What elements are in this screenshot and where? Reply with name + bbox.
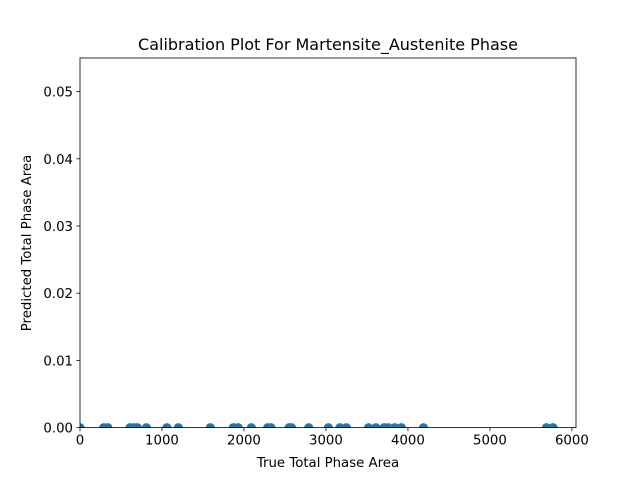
- y-tick-label: 0.03: [43, 220, 73, 235]
- y-tick-label: 0.02: [43, 287, 73, 302]
- scatter-points: [80, 423, 558, 428]
- y-tick-label: 0.00: [43, 422, 73, 437]
- data-point-27: [419, 423, 429, 428]
- data-point-6: [141, 423, 151, 428]
- plot-area: [79, 57, 577, 429]
- x-axis-label: True Total Phase Area: [256, 456, 399, 471]
- x-tick-label: 1000: [145, 434, 179, 449]
- data-point-22: [371, 423, 381, 428]
- data-point-11: [233, 423, 243, 428]
- y-axis-label: Predicted Total Phase Area: [20, 155, 35, 331]
- data-point-29: [548, 423, 558, 428]
- data-point-9: [205, 423, 215, 428]
- data-point-26: [396, 423, 406, 428]
- x-tick-label: 6000: [555, 434, 589, 449]
- y-axis-ticks: 0.00 0.01 0.02 0.03 0.04 0.05: [43, 86, 80, 437]
- data-point-12: [246, 423, 256, 428]
- data-point-8: [173, 423, 183, 428]
- x-tick-label: 0: [76, 434, 84, 449]
- data-point-16: [287, 423, 297, 428]
- data-point-7: [162, 423, 172, 428]
- data-point-14: [266, 423, 276, 428]
- x-tick-label: 2000: [227, 434, 261, 449]
- data-point-18: [323, 423, 333, 428]
- x-tick-label: 3000: [309, 434, 343, 449]
- data-point-0: [80, 423, 85, 428]
- y-tick-label: 0.04: [43, 153, 73, 168]
- chart-title: Calibration Plot For Martensite_Austenit…: [138, 35, 518, 55]
- data-point-5: [132, 423, 142, 428]
- data-point-17: [304, 423, 314, 428]
- data-point-20: [341, 423, 351, 428]
- data-point-21: [364, 423, 374, 428]
- y-tick-label: 0.05: [43, 86, 73, 101]
- data-point-2: [103, 423, 113, 428]
- x-tick-label: 5000: [473, 434, 507, 449]
- axes-border: [79, 57, 577, 429]
- axes-frame: [80, 58, 576, 428]
- y-tick-label: 0.01: [43, 354, 73, 369]
- x-axis-ticks: 0 1000 2000 3000 4000 5000 6000: [76, 427, 589, 449]
- x-tick-label: 4000: [391, 434, 425, 449]
